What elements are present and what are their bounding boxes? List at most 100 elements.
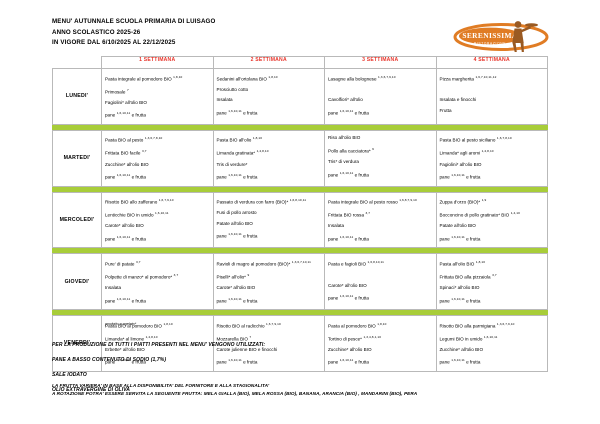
dish-item: Ravioli di magro al pomodoro (BIO)* 1,3,6… bbox=[216, 259, 311, 267]
menu-day-row: GIOVEDI' Pure' di patate 3,7 Polpette di ma… bbox=[52, 253, 548, 310]
dish-item: Prosciutto cotto bbox=[216, 86, 249, 92]
allergen-codes: 7 bbox=[126, 87, 129, 92]
row-separator bbox=[52, 309, 548, 316]
allergen-codes: 1,4,10 bbox=[510, 211, 520, 216]
weekly-menu-table: 1 SETTIMANA 2 SETTIMANA 3 SETTIMANA 4 SE… bbox=[52, 56, 548, 372]
header-row: 1 SETTIMANA 2 SETTIMANA 3 SETTIMANA 4 SE… bbox=[52, 56, 548, 69]
menu-day-row: VENERDI' Pasta BIO al pomodoro BIO 1,8,10 L… bbox=[52, 315, 548, 372]
allergen-codes: 1,6,10,11 bbox=[228, 358, 242, 363]
meal-cell-w4: Pasta all'olio BIO 1,8,10 Frittata BIO all… bbox=[435, 253, 548, 310]
meal-cell-w3: Lasagne alla bolognese 1,3,6,7,9,10 Cavolf… bbox=[324, 68, 437, 125]
dish-item: pane 1,6,10,11 e frutta bbox=[328, 358, 369, 365]
dish-item: Pollo alla cacciatora* 9 bbox=[328, 146, 374, 154]
table-header: 1 SETTIMANA 2 SETTIMANA 3 SETTIMANA 4 SE… bbox=[52, 56, 548, 69]
allergen-codes: 1,8,10 bbox=[163, 321, 173, 326]
allergen-codes: 1,6,10,11 bbox=[339, 358, 354, 363]
allergen-codes: 1,3,4,8,1,10 bbox=[363, 334, 382, 339]
allergen-codes: 1,3,6,7,10,11 bbox=[291, 259, 311, 264]
row-separator-bar bbox=[52, 247, 548, 255]
allergen-codes: 1,6,10,11 bbox=[228, 232, 242, 237]
meal-cell-w4: Risotto BIO alla parmigiana 1,3,6,7,9,10 L… bbox=[435, 315, 548, 372]
day-label-lunedi: LUNEDI' bbox=[52, 68, 102, 125]
dish-item: Lenticchie BIO in umido 1,6,10,11 bbox=[105, 211, 169, 218]
frozen-product-note: prodotto surgelato* bbox=[105, 322, 137, 326]
dish-item: pane 1,6,10,11 e frutta bbox=[216, 232, 258, 239]
dish-item: pane 1,6,10,11 e frutta bbox=[105, 173, 146, 180]
row-separator-bar bbox=[52, 185, 548, 193]
row-separator bbox=[52, 123, 548, 131]
row-separator bbox=[52, 247, 548, 255]
dish-item: Insalata bbox=[105, 285, 122, 291]
dish-item: pane 1,6,10,11 e frutta bbox=[328, 294, 369, 301]
dish-item: Frutta bbox=[439, 107, 452, 113]
allergen-codes: 1,9 bbox=[481, 198, 487, 203]
allergen-codes: 1,6,10,11 bbox=[116, 111, 131, 116]
meal-cell-w2: Pasta BIO all'olio 1,8,10 Limanda gratinat… bbox=[212, 129, 325, 187]
dish-item: Pasta BIO al pesto siciliano 1,6,7,8,10 bbox=[439, 136, 512, 143]
dish-item: Primosale 7 bbox=[105, 87, 129, 95]
allergen-codes: 1,6,10,11 bbox=[228, 173, 242, 178]
dish-item: Pasta BIO al pomodoro BIO 1,8,10 bbox=[105, 321, 173, 329]
row-separator bbox=[52, 185, 548, 193]
day-label-giovedi: GIOVEDI' bbox=[52, 253, 102, 310]
day-label-mercoledi: MERCOLEDI' bbox=[52, 191, 102, 249]
menu-day-row: LUNEDI' Pasta integrale al pomodoro BIO 1,… bbox=[52, 68, 548, 125]
dish-item: Pasta integrale al pomodoro BIO 1,8,10 bbox=[105, 74, 183, 82]
dish-item: Pasta integrale BIO al pesto rosso 1,6,8,… bbox=[328, 198, 417, 205]
allergen-codes: 3,7 bbox=[492, 272, 497, 277]
dish-spacer bbox=[440, 85, 545, 96]
row-separator-bar bbox=[52, 123, 548, 131]
dish-item: Tris* di verdura bbox=[328, 159, 359, 165]
dish-item: pane 1,6,10,11 e frutta bbox=[105, 358, 146, 365]
dish-item: Insalata bbox=[216, 97, 233, 103]
dish-item: Passato di verdura con farro (BIO)* 1,6,8… bbox=[216, 198, 307, 205]
allergen-codes: 3,7 bbox=[142, 149, 147, 154]
dish-item: Carote* all'olio BIO bbox=[105, 223, 144, 229]
allergen-codes: 1,6,8,7,9,10 bbox=[399, 198, 417, 203]
meal-cell-w2: Ravioli di magro al pomodoro (BIO)* 1,3,6… bbox=[212, 253, 325, 310]
dish-item: pane 1,6,10,11 e frutta bbox=[328, 234, 369, 242]
meal-cell-w4: Zuppa d'orzo (BIO)* 1,9 Bocconcino di poll… bbox=[435, 191, 548, 249]
meal-cell-w3: Pasta e fagioli BIO 1,6,8,10,11 Carote* al… bbox=[324, 253, 437, 310]
dish-item: pane 1,6,10,11 e frutta bbox=[105, 296, 146, 304]
dish-item: pane 1,6,10,11 e frutta bbox=[328, 108, 369, 116]
dish-item: Risotto BIO allo zafferano 1,6,7,9,10 bbox=[105, 198, 174, 205]
allergen-codes: 7 bbox=[249, 334, 252, 339]
dish-item: pane 1,6,10,11 e frutta bbox=[105, 111, 146, 118]
meal-cell-w2: Passato di verdura con farro (BIO)* 1,6,8… bbox=[212, 191, 325, 249]
allergen-codes: 1,3,6,7,8,10 bbox=[144, 136, 163, 141]
allergen-codes: 1,4,8,10 bbox=[145, 334, 158, 339]
allergen-codes: 1,6,10,11 bbox=[228, 296, 242, 301]
dish-item: pane 1,6,10,11 e frutta bbox=[439, 173, 481, 180]
svg-text:RISTORAZIONE: RISTORAZIONE bbox=[474, 42, 506, 46]
allergen-codes: 1,6,7,9,10 bbox=[266, 321, 281, 326]
dish-item: Carote* all'olio BIO bbox=[328, 282, 367, 288]
fruit-note-line-2: A ROTAZIONE POTRA' ESSERE SERVITA LA SEG… bbox=[52, 390, 418, 396]
allergen-codes: 1,6,10,11 bbox=[451, 358, 465, 363]
dish-item: Fusi di pollo arrosto bbox=[216, 210, 257, 216]
allergen-codes: 1,8,10 bbox=[377, 321, 387, 326]
dish-item: Risotto BIO al radicchio 1,6,7,9,10 bbox=[216, 321, 281, 329]
dish-item: Tris di verdure* bbox=[216, 161, 248, 167]
allergen-codes: 1,6,10,11 bbox=[339, 234, 354, 239]
serenissima-logo: SERENISSIMA RISTORAZIONE bbox=[452, 14, 550, 54]
dish-item: pane 1,6,10,11 e frutta bbox=[328, 170, 369, 178]
allergen-codes: 9 bbox=[372, 146, 374, 151]
dish-item: Zucchine* all'olio BIO bbox=[105, 161, 149, 167]
dish-item: pane 1,6,10,11 e frutta bbox=[439, 296, 481, 304]
dish-item: Zucchine* all'olio BIO bbox=[328, 346, 372, 352]
dish-item: Mozzarella BIO 7 bbox=[216, 334, 252, 342]
dish-item: Frittata BIO alla pizzaiola 3,7 bbox=[439, 272, 497, 280]
dish-item: Carote* all'olio BIO bbox=[216, 285, 256, 291]
week-header-3: 3 SETTIMANA bbox=[324, 56, 437, 69]
dish-item: Sedanini all'ortolana BIO 1,8,10 bbox=[216, 74, 278, 82]
allergen-codes: 1,3,6,7,9,10 bbox=[378, 74, 396, 79]
note-line-4: OLIO EXTRAVERGINE DI OLIVA bbox=[52, 387, 130, 393]
allergen-codes: 1,8,10 bbox=[268, 74, 278, 79]
allergen-codes: 1,6,10,11 bbox=[116, 173, 131, 178]
dish-item: Zuppa d'orzo (BIO)* 1,9 bbox=[439, 198, 487, 205]
document-header: MENU' AUTUNNALE SCUOLA PRIMARIA DI LUISA… bbox=[52, 17, 216, 49]
allergen-codes: 1,6,10,11 bbox=[483, 334, 498, 339]
allergen-codes: 1,6,10,11 bbox=[339, 170, 354, 175]
